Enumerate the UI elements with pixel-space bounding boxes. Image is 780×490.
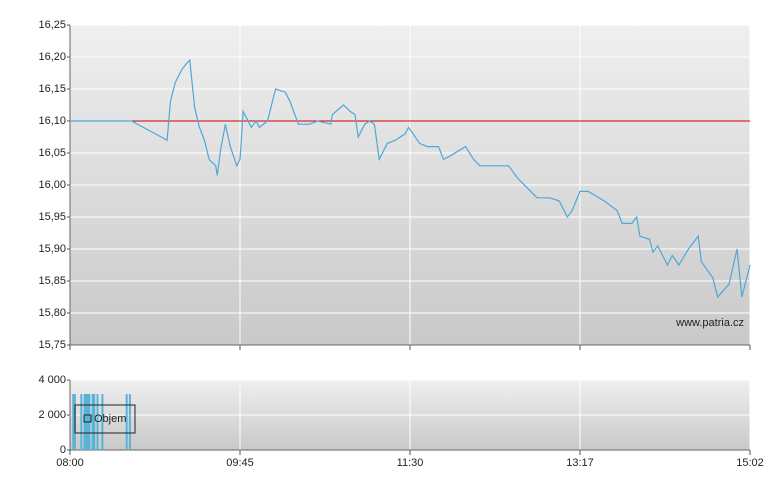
legend-label: Objem (94, 413, 126, 425)
x-tick-label: 09:45 (226, 457, 254, 469)
watermark: www.patria.cz (675, 317, 744, 329)
y-tick-label: 0 (60, 444, 66, 456)
x-tick-label: 08:00 (56, 457, 84, 469)
volume-bar (91, 394, 94, 450)
volume-bar (101, 394, 104, 450)
volume-bar (125, 394, 128, 450)
y-tick-label: 2 000 (38, 409, 66, 421)
y-tick-label: 16,25 (38, 19, 66, 31)
y-tick-label: 15,90 (38, 243, 66, 255)
y-tick-label: 15,85 (38, 275, 66, 287)
volume-bar (96, 394, 99, 450)
y-tick-label: 15,95 (38, 211, 66, 223)
x-tick-label: 15:02 (736, 457, 764, 469)
y-tick-label: 15,80 (38, 307, 66, 319)
volume-bar (72, 394, 75, 450)
y-tick-label: 16,15 (38, 83, 66, 95)
y-tick-label: 15,75 (38, 339, 66, 351)
price-line (70, 58, 751, 299)
y-tick-label: 16,10 (38, 115, 66, 127)
x-tick-label: 11:30 (397, 457, 424, 469)
y-tick-label: 16,05 (38, 147, 66, 159)
y-tick-label: 16,20 (38, 51, 66, 63)
volume-bar (128, 394, 131, 450)
volume-bar (93, 394, 96, 450)
legend-swatch (83, 414, 92, 423)
legend-box (74, 404, 136, 434)
volume-bar (80, 394, 83, 450)
y-tick-label: 4 000 (38, 374, 66, 386)
y-tick-label: 16,00 (38, 179, 66, 191)
x-tick-label: 13:17 (566, 457, 594, 469)
